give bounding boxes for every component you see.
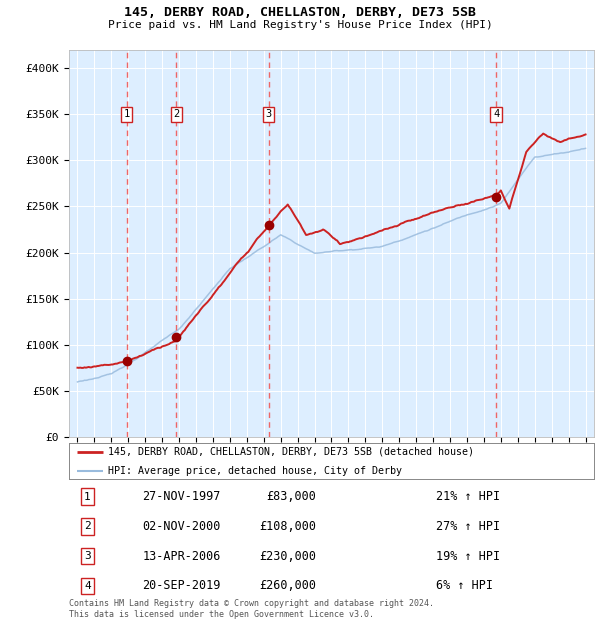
Text: 02-NOV-2000: 02-NOV-2000 — [143, 520, 221, 533]
Text: HPI: Average price, detached house, City of Derby: HPI: Average price, detached house, City… — [109, 466, 403, 476]
Text: 1: 1 — [124, 109, 130, 119]
Text: £83,000: £83,000 — [266, 490, 316, 503]
Text: 21% ↑ HPI: 21% ↑ HPI — [437, 490, 500, 503]
Text: 2: 2 — [84, 521, 91, 531]
Text: 145, DERBY ROAD, CHELLASTON, DERBY, DE73 5SB (detached house): 145, DERBY ROAD, CHELLASTON, DERBY, DE73… — [109, 446, 475, 457]
Text: 3: 3 — [266, 109, 272, 119]
Text: 27-NOV-1997: 27-NOV-1997 — [143, 490, 221, 503]
Text: 4: 4 — [84, 581, 91, 591]
Text: £260,000: £260,000 — [259, 580, 316, 592]
Text: 1: 1 — [84, 492, 91, 502]
Text: 19% ↑ HPI: 19% ↑ HPI — [437, 550, 500, 562]
Text: 27% ↑ HPI: 27% ↑ HPI — [437, 520, 500, 533]
Text: £108,000: £108,000 — [259, 520, 316, 533]
Text: 20-SEP-2019: 20-SEP-2019 — [143, 580, 221, 592]
Text: 3: 3 — [84, 551, 91, 561]
Text: 6% ↑ HPI: 6% ↑ HPI — [437, 580, 493, 592]
Text: 4: 4 — [493, 109, 499, 119]
Text: Contains HM Land Registry data © Crown copyright and database right 2024.
This d: Contains HM Land Registry data © Crown c… — [69, 600, 434, 619]
Text: 2: 2 — [173, 109, 179, 119]
Text: 145, DERBY ROAD, CHELLASTON, DERBY, DE73 5SB: 145, DERBY ROAD, CHELLASTON, DERBY, DE73… — [124, 6, 476, 19]
Text: £230,000: £230,000 — [259, 550, 316, 562]
Text: Price paid vs. HM Land Registry's House Price Index (HPI): Price paid vs. HM Land Registry's House … — [107, 20, 493, 30]
Text: 13-APR-2006: 13-APR-2006 — [143, 550, 221, 562]
